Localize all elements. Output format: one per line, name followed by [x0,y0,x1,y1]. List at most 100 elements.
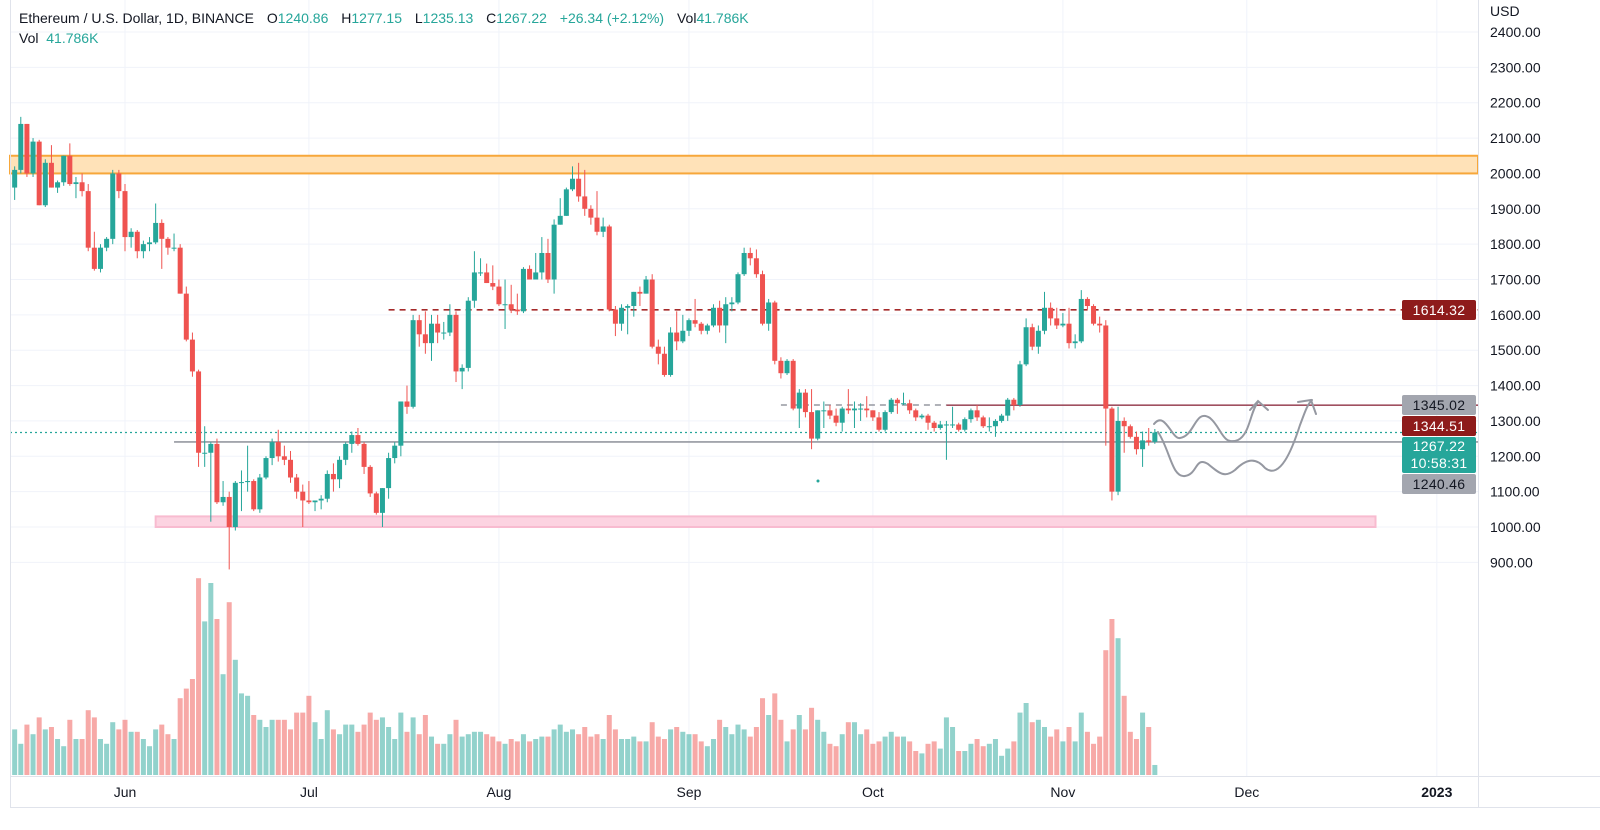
volume-bar [514,741,520,775]
candle-body [55,182,61,188]
volume-indicator-label[interactable]: Vol [19,30,39,46]
volume-bar [416,734,422,775]
candle-up [668,327,674,377]
symbol-title[interactable]: Ethereum / U.S. Dollar, 1D, BINANCE [19,10,254,26]
volume-bar [379,717,385,775]
candle-down [196,369,202,467]
volume-bar [410,717,416,775]
volume-bar [1029,722,1035,775]
volume-bar [545,736,551,775]
candle-body [1140,440,1146,450]
volume-bar [539,736,545,775]
candle-up [410,314,416,409]
price-axis[interactable]: 900.00 1000.00 1100.00 1200.00 1300.00 1400.0… [1490,24,1541,570]
candle-body [735,274,741,303]
candle-down [122,184,128,252]
volume-bar [870,743,876,775]
candle-body [67,155,73,185]
candle-body [153,222,159,243]
price-tick-label: 1600.00 [1490,307,1541,323]
candle-body [557,215,563,225]
candle-up [1152,429,1158,444]
projection-path-upper [1153,399,1269,443]
volume-bar [343,724,349,775]
candle-up [441,321,447,340]
volume-bar [686,734,692,775]
candle-down [288,450,294,483]
candle-up [1140,431,1146,467]
candle-body [202,452,208,454]
candle-body [257,477,263,510]
candle-body [858,408,864,410]
volume-bar [612,729,618,775]
candle-body [18,123,24,170]
candle-up [539,237,545,280]
candle-body [974,410,980,418]
candle-body [539,252,545,273]
volume-bar [116,729,122,775]
volume-bar [318,739,324,775]
volume-bar [73,739,79,775]
volume-bar [833,746,839,775]
candle-body [275,442,281,457]
candle-up [1035,325,1041,354]
candle-body [337,459,343,480]
candle-down [925,413,931,430]
volume-bar [950,727,956,775]
volume-bar [122,719,128,775]
candle-body [171,247,177,249]
candle-body [661,353,667,375]
candle-up [110,169,116,245]
volume-bar [845,722,851,775]
candle-body [1115,420,1121,492]
volume-bar [1133,739,1139,775]
volume-bar [1084,731,1090,775]
candle-body [686,320,692,331]
price-tag-1345-02-text: 1345.02 [1412,397,1466,413]
candle-up [140,240,146,259]
candle-up [459,364,465,390]
candle-body [12,169,18,188]
projection-drawing[interactable] [1153,398,1317,477]
candle-body [1127,426,1133,437]
price-tick-label: 1400.00 [1490,378,1541,394]
candle-down [189,332,195,377]
volume-bar [1042,727,1047,775]
volume-bar [527,741,533,775]
candle-down [435,314,441,344]
candle-body [128,231,134,238]
volume-bar [36,717,42,775]
price-tick-label: 2100.00 [1490,130,1541,146]
volume-bar [349,724,355,775]
candle-body [772,302,778,361]
candle-body [619,307,625,324]
volume-bar [478,731,484,775]
volume-bar [1097,736,1103,775]
candle-down [1048,302,1054,326]
candle-up [992,419,998,437]
time-axis[interactable]: Jun Jul Aug Sep Oct Nov Dec 2023 [114,784,1453,800]
volume-bar [471,731,477,775]
volume-bar [496,741,502,775]
candle-body [465,300,471,368]
candle-up [950,406,956,429]
volume-bar [429,736,434,775]
volume-bar [441,743,447,775]
candle-body [398,401,404,446]
volume-bar [784,741,790,775]
volume-bar [337,734,343,775]
candle-body [962,419,968,430]
candle-body [1109,408,1115,492]
volume-bar [1103,650,1109,775]
candle-down [416,314,422,347]
volume-bar [882,736,888,775]
candle-body [447,314,453,333]
volume-bar [153,729,159,775]
candle-body [1054,318,1060,326]
volume-bar [520,734,526,775]
volume-bar [980,746,986,775]
volume-bar [269,719,275,775]
candle-up [888,397,894,414]
candle-up [680,314,686,344]
